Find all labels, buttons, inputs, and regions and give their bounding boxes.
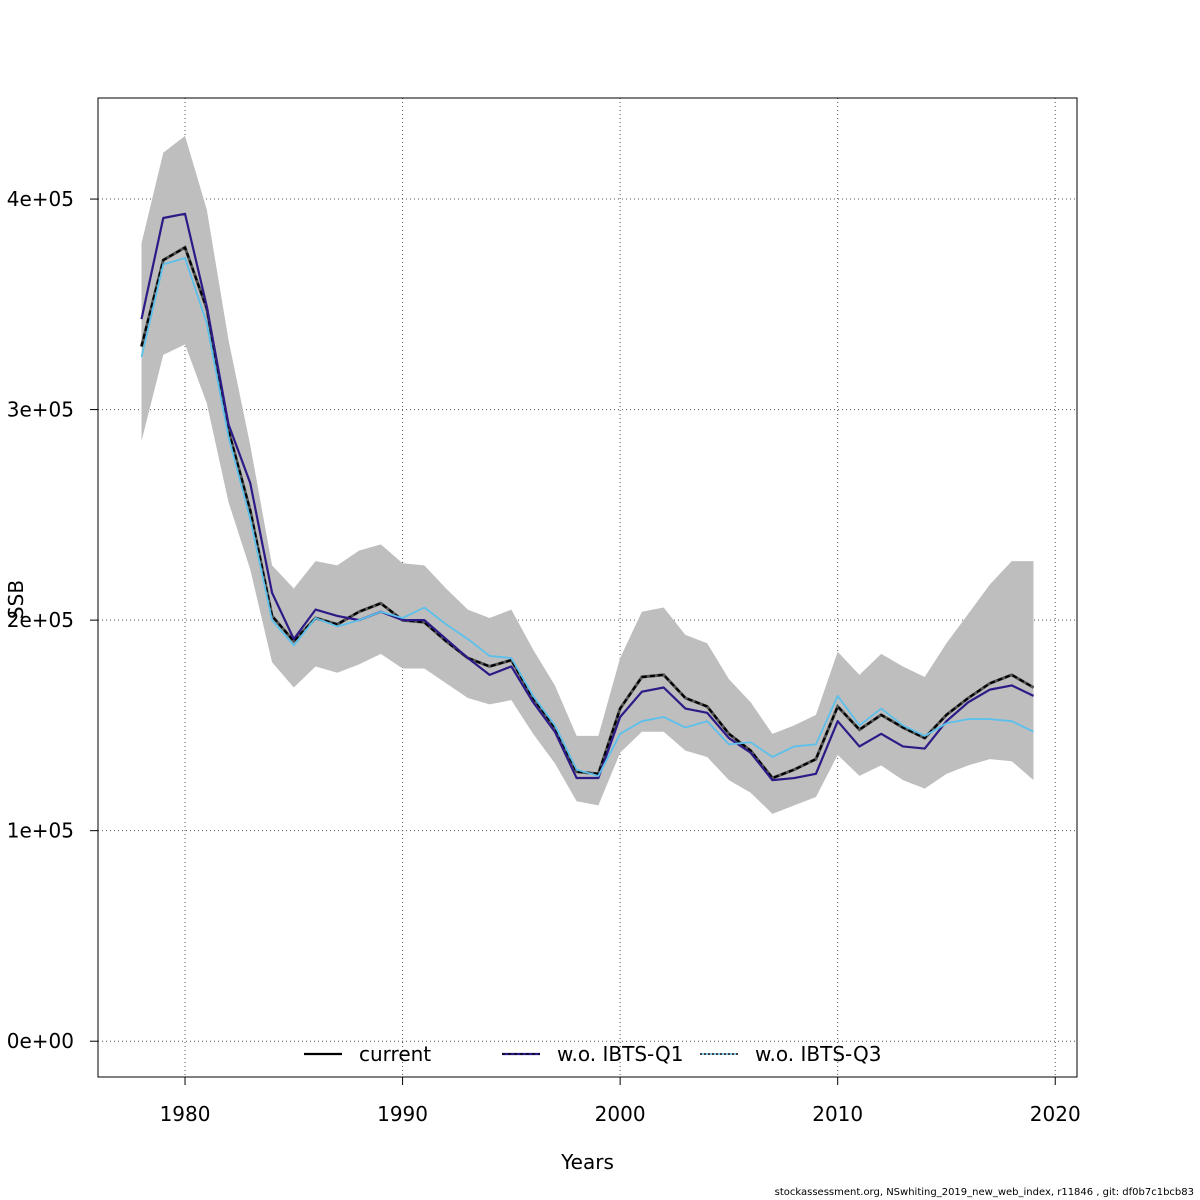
y-tick-label: 0e+00 (7, 1029, 74, 1053)
x-tick-label: 2000 (595, 1102, 646, 1126)
y-tick-label: 2e+05 (7, 608, 74, 632)
y-tick-label: 4e+05 (7, 187, 74, 211)
series-line-w-o-ibts-q1 (140, 212, 1034, 782)
x-tick-label: 1990 (377, 1102, 428, 1126)
x-tick-label: 2010 (812, 1102, 863, 1126)
x-axis: 1980 1990 2000 2010 2020 (160, 1076, 1081, 1126)
legend: current w.o. IBTS-Q1 w.o. IBTS-Q3 (304, 1042, 881, 1066)
y-axis-title: SSB (4, 580, 28, 619)
confidence-band-layer (141, 135, 1034, 814)
y-tick-label: 1e+05 (7, 819, 74, 843)
legend-label-w-o-ibts-q1: w.o. IBTS-Q1 (557, 1042, 683, 1066)
legend-label-current: current (359, 1042, 431, 1066)
x-axis-title: Years (560, 1150, 614, 1174)
x-tick-label: 1980 (160, 1102, 211, 1126)
series-layer (140, 212, 1035, 782)
series-line-w-o-ibts-q3 (140, 257, 1034, 777)
y-tick-label: 3e+05 (7, 398, 74, 422)
legend-label-w-o-ibts-q3: w.o. IBTS-Q3 (755, 1042, 881, 1066)
y-axis: 0e+00 1e+05 2e+05 3e+05 4e+05 (7, 187, 99, 1053)
confidence-band (141, 135, 1034, 814)
footer-note: stockassessment.org, NSwhiting_2019_new_… (774, 1187, 1194, 1198)
x-tick-label: 2020 (1030, 1102, 1081, 1126)
